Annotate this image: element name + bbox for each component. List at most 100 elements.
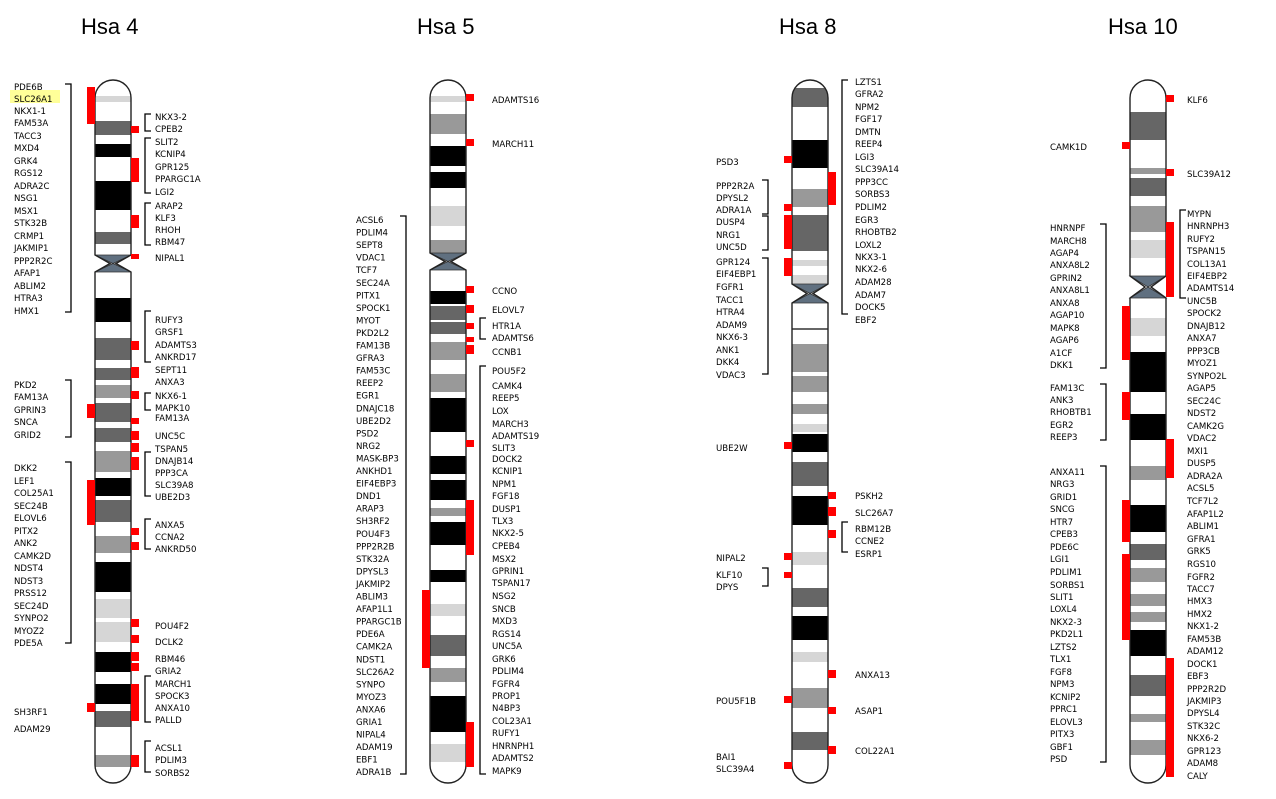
synteny-marker (784, 696, 792, 703)
gene-label-left: ABLIM3 (356, 593, 388, 603)
gene-label-left: SLC39A4 (716, 765, 755, 775)
synteny-marker (131, 215, 139, 228)
gene-label-left: FAM53A (14, 119, 48, 129)
gene-label-right: ADAM7 (855, 291, 886, 301)
cytoband (430, 398, 466, 432)
gene-label-left: TACC3 (13, 132, 42, 142)
synteny-marker (87, 480, 95, 525)
gene-label-right: GFRA1 (1187, 535, 1216, 545)
cytoband (430, 522, 466, 545)
gene-label-right: KLF6 (1187, 96, 1208, 106)
gene-label-left: NKX2-3 (1050, 618, 1082, 628)
gene-label-left: ANK2 (14, 539, 37, 549)
bracket-left (762, 567, 769, 587)
gene-label-right: AGAP5 (1187, 384, 1216, 394)
gene-label-left: POU4F3 (356, 530, 390, 540)
gene-label-left: TCF7 (355, 266, 377, 276)
gene-label-left: A1CF (1050, 349, 1072, 359)
synteny-marker (131, 367, 139, 378)
bracket-right (479, 317, 486, 340)
gene-label-right: TSPAN5 (154, 445, 188, 455)
gene-label-left: SEC24D (14, 602, 49, 612)
bracket-right (144, 113, 151, 132)
bracket-right (144, 451, 151, 497)
gene-label-left: GBF1 (1050, 743, 1073, 753)
synteny-marker (784, 553, 792, 560)
gene-label-right: EIF4EBP2 (1187, 272, 1227, 282)
gene-label-left: MYOZ3 (356, 693, 386, 703)
gene-label-right: PPP3CC (855, 178, 888, 188)
cytoband (95, 622, 131, 642)
gene-label-right: COL23A1 (492, 717, 532, 727)
synteny-marker (1122, 554, 1130, 640)
gene-label-left: FAM13C (1050, 384, 1084, 394)
bracket-left (1100, 223, 1107, 369)
gene-label-right: GPR125 (155, 163, 189, 173)
synteny-marker (131, 684, 139, 721)
cytoband (430, 206, 466, 226)
gene-label-left: GPRIN3 (14, 406, 46, 416)
gene-label-right: SLIT2 (155, 138, 179, 148)
gene-label-right: ADAMTS14 (1187, 284, 1234, 294)
cytoband (792, 404, 828, 414)
gene-label-right: HMX3 (1187, 597, 1212, 607)
synteny-marker (466, 337, 474, 342)
gene-label-left: ADAM9 (716, 321, 747, 331)
gene-label-left: SNCG (1050, 505, 1075, 515)
cytoband (1130, 414, 1166, 440)
gene-label-right: MARCH1 (155, 680, 192, 690)
bracket-right (144, 392, 151, 411)
cytoband (430, 570, 466, 582)
gene-label-right: PROP1 (492, 692, 521, 702)
gene-label-right: SORBS3 (855, 190, 890, 200)
synteny-marker (131, 341, 139, 350)
gene-label-right: NKX1-2 (1187, 622, 1219, 632)
cytoband (95, 451, 131, 472)
cytoband (95, 652, 131, 672)
cytoband (792, 189, 828, 207)
gene-label-right: DPYSL4 (1187, 709, 1220, 719)
gene-label-left: SLC26A2 (356, 668, 395, 678)
synteny-marker (1122, 306, 1130, 360)
chromosome-hsa4: PDE6B SLC26A1 NKX1-1 FAM53A TACC3 MXD4 GRK4 RGS… (10, 79, 201, 784)
gene-label-left: MAPK8 (1050, 324, 1080, 334)
gene-label-left: GPRIN2 (1050, 274, 1082, 284)
gene-label-left: NDST4 (14, 564, 43, 574)
cytoband (430, 342, 466, 360)
gene-label-left: NKX6-3 (716, 333, 748, 343)
cytoband (430, 635, 466, 656)
gene-label-left: NKX1-1 (14, 107, 46, 117)
bracket-right (841, 79, 848, 315)
gene-label-left: STK32A (356, 555, 389, 565)
synteny-marker (131, 443, 139, 452)
gene-label-right: SNCB (492, 605, 516, 615)
synteny-marker (1122, 142, 1130, 149)
gene-label-left: PDE6C (1050, 543, 1079, 553)
cytoband (430, 322, 466, 334)
gene-label-right: PDLIM4 (492, 667, 524, 677)
gene-label-right: SEC24C (1187, 397, 1221, 407)
gene-label-right: REEP5 (492, 394, 519, 404)
gene-label-right: CCNO (492, 287, 517, 297)
cytoband (1130, 505, 1166, 532)
cytoband (95, 500, 131, 522)
gene-label-right: PPARGC1A (155, 175, 201, 185)
bracket-right (144, 518, 151, 550)
gene-label-left: ANXA11 (1050, 468, 1085, 478)
gene-label-right: PPP2R2D (1187, 685, 1226, 695)
cytoband (1130, 568, 1166, 582)
gene-label-left: ANK3 (1050, 396, 1073, 406)
gene-label-right: RHOBTB2 (855, 228, 897, 238)
cytoband (95, 478, 131, 496)
gene-label-left: SEC24B (14, 502, 48, 512)
gene-label-left: SEC24A (356, 279, 390, 289)
gene-label-right: CPEB2 (155, 125, 183, 135)
gene-label-right: FGFR2 (1187, 573, 1215, 583)
gene-label-left: FGFR1 (716, 283, 744, 293)
synteny-marker (1166, 658, 1174, 777)
cytoband (430, 668, 466, 682)
cytoband (430, 114, 466, 134)
cytoband (1130, 206, 1166, 232)
gene-label-right: KLF3 (155, 214, 176, 224)
synteny-marker (466, 500, 474, 555)
